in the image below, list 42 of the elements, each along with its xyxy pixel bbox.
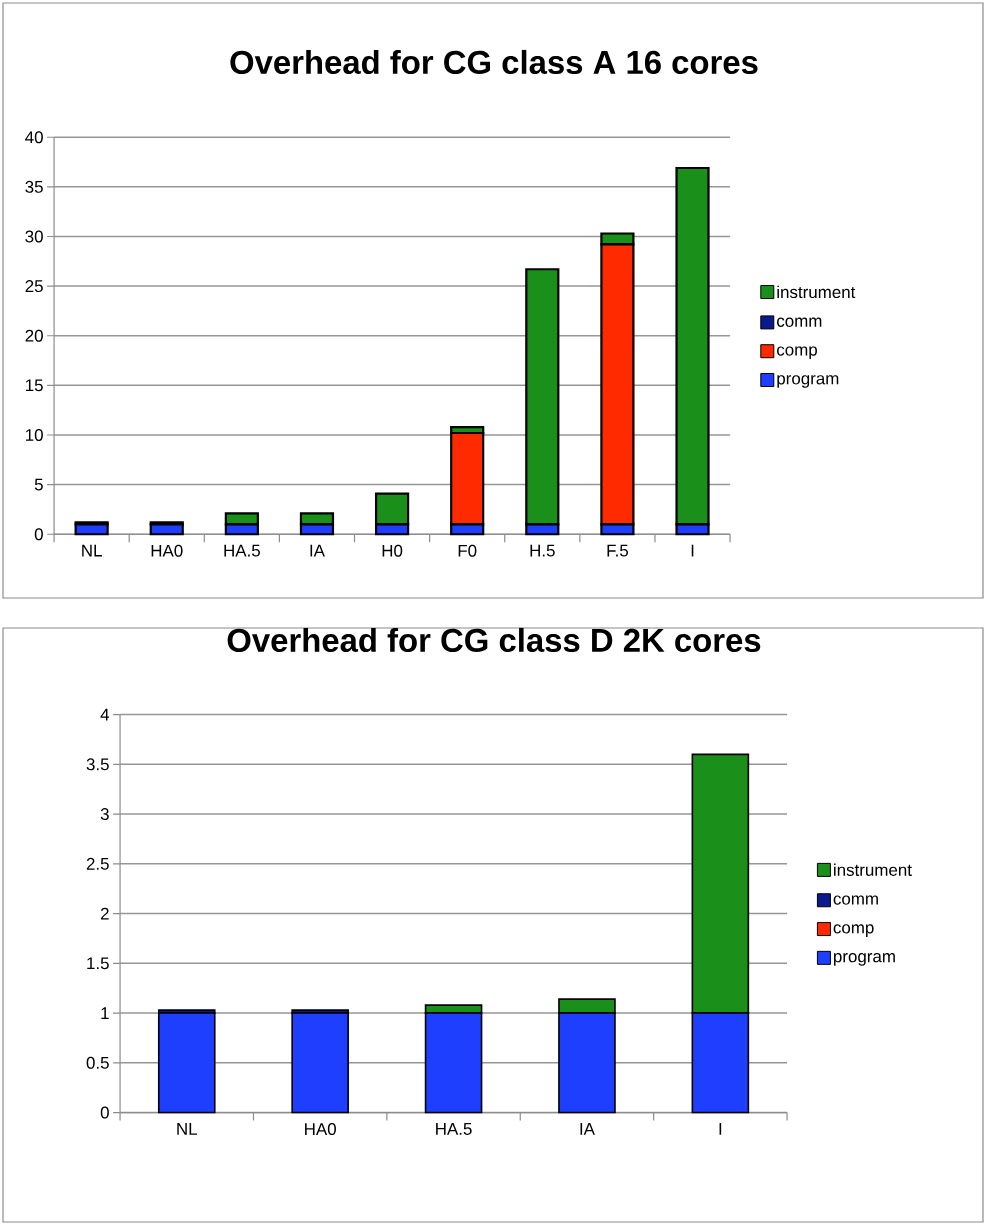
- y-tick-label: 20: [25, 329, 43, 342]
- x-tick-label: H0: [382, 544, 403, 557]
- y-tick-label: 35: [25, 180, 43, 193]
- y-tick-label: 0: [34, 528, 43, 541]
- x-tick-label: NL: [82, 544, 102, 557]
- y-tick-label: 10: [26, 428, 43, 441]
- legend-label: comm: [833, 895, 878, 905]
- x-tick-label: F0: [458, 544, 477, 557]
- legend-label: instrument: [834, 863, 912, 876]
- y-tick-label: 0.5: [86, 1056, 109, 1069]
- legend-label: comp: [777, 346, 817, 360]
- y-tick-label: 1: [101, 1007, 109, 1019]
- x-tick-label: HA0: [305, 1123, 336, 1136]
- x-tick-label: HA.5: [224, 544, 260, 557]
- x-tick-label: IA: [580, 1123, 595, 1135]
- y-tick-label: 2: [100, 907, 109, 920]
- y-tick-label: 2.5: [86, 857, 109, 870]
- legend-label: comm: [777, 317, 822, 327]
- legend-label: program: [777, 375, 839, 388]
- x-tick-label: I: [691, 544, 694, 557]
- x-tick-label: F.5: [607, 544, 629, 557]
- y-tick-label: 3: [100, 808, 109, 821]
- legend-label: comp: [833, 924, 874, 937]
- legend-label: instrument: [777, 285, 856, 299]
- chart-title: Overhead for CG class D 2K cores: [227, 627, 761, 653]
- y-tick-label: 4: [100, 708, 110, 721]
- x-tick-label: IA: [310, 544, 325, 557]
- x-tick-label: H.5: [530, 544, 555, 557]
- x-tick-label: I: [719, 1123, 722, 1135]
- y-tick-label: 3.5: [86, 758, 109, 771]
- y-tick-label: 1.5: [87, 957, 109, 970]
- x-tick-label: HA.5: [436, 1123, 472, 1135]
- y-tick-label: 0: [100, 1106, 109, 1119]
- y-tick-label: 15: [26, 379, 43, 392]
- x-tick-label: HA0: [151, 544, 183, 557]
- y-tick-label: 25: [25, 280, 43, 293]
- x-tick-label: NL: [177, 1123, 198, 1135]
- y-tick-label: 5: [34, 478, 43, 491]
- y-tick-label: 40: [25, 131, 43, 144]
- legend-label: program: [834, 953, 895, 966]
- y-tick-label: 30: [25, 230, 43, 243]
- chart-title: Overhead for CG class A 16 cores: [230, 49, 758, 75]
